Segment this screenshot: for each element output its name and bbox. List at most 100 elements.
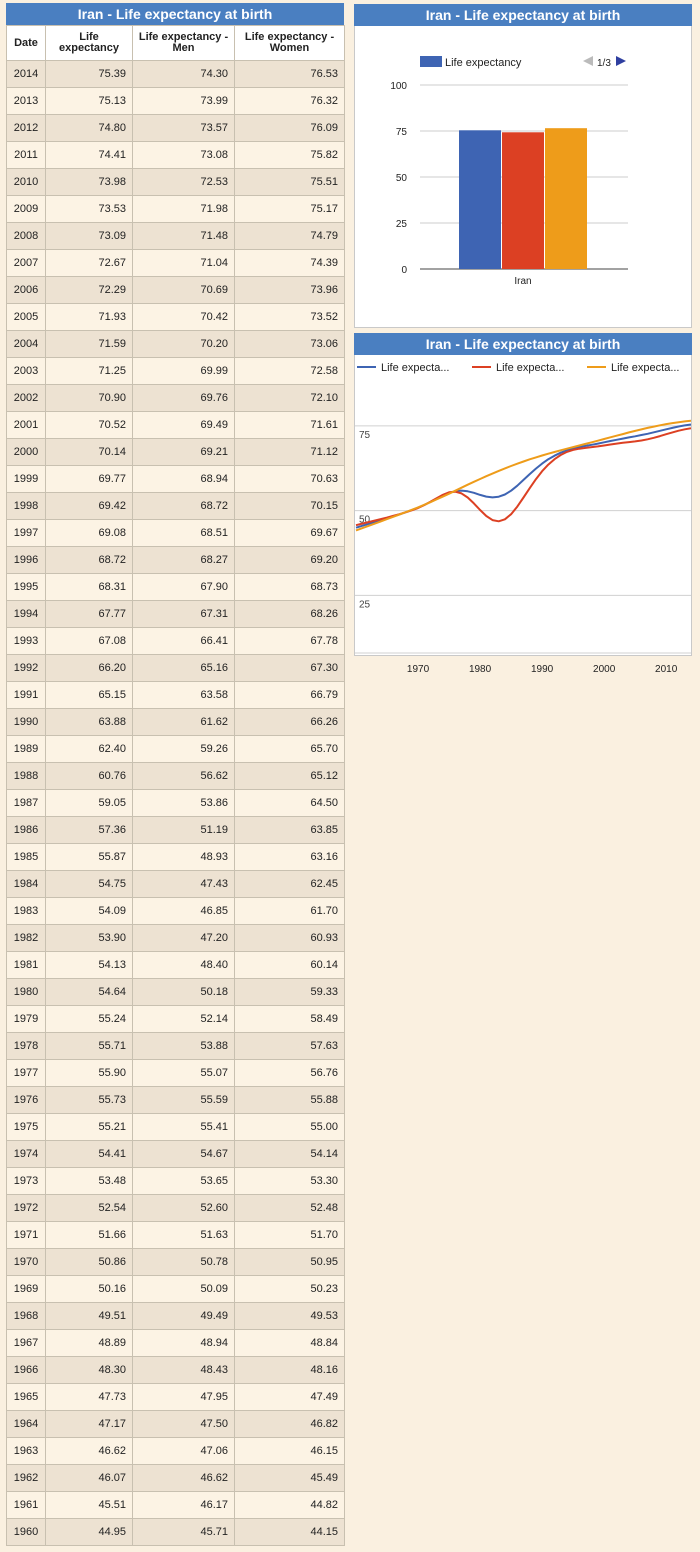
cell-date: 1964 [6,1410,46,1438]
table-row: 2013 75.13 73.99 76.32 [6,87,345,115]
cell-life-expectancy-women: 76.32 [234,87,345,115]
cell-life-expectancy-men: 47.43 [132,870,235,898]
cell-date: 1963 [6,1437,46,1465]
cell-life-expectancy-women: 53.30 [234,1167,345,1195]
cell-life-expectancy: 50.16 [45,1275,133,1303]
cell-date: 1993 [6,627,46,655]
table-row: 1969 50.16 50.09 50.23 [6,1275,345,1303]
cell-date: 2003 [6,357,46,385]
cell-life-expectancy-women: 75.17 [234,195,345,223]
cell-life-expectancy-men: 48.43 [132,1356,235,1384]
cell-life-expectancy-men: 47.06 [132,1437,235,1465]
column-header-life-expectancy[interactable]: Life expectancy [45,25,133,61]
table-row: 2003 71.25 69.99 72.58 [6,357,345,385]
table-row: 2006 72.29 70.69 73.96 [6,276,345,304]
cell-life-expectancy-women: 64.50 [234,789,345,817]
cell-life-expectancy: 57.36 [45,816,133,844]
cell-life-expectancy: 54.09 [45,897,133,925]
cell-date: 1971 [6,1221,46,1249]
cell-life-expectancy-men: 50.09 [132,1275,235,1303]
cell-date: 1986 [6,816,46,844]
bar[interactable] [459,130,501,269]
cell-life-expectancy-men: 46.17 [132,1491,235,1519]
legend-prev-page-icon[interactable] [583,56,593,66]
cell-life-expectancy-women: 50.95 [234,1248,345,1276]
cell-date: 1989 [6,735,46,763]
table-row: 1962 46.07 46.62 45.49 [6,1464,345,1492]
cell-life-expectancy-women: 50.23 [234,1275,345,1303]
cell-date: 1992 [6,654,46,682]
life-expectancy-table-panel: Iran - Life expectancy at birth Date Lif… [6,3,345,1546]
cell-life-expectancy-women: 70.15 [234,492,345,520]
line-chart: Life expecta... Life expecta... Life expec… [355,362,692,675]
cell-date: 2002 [6,384,46,412]
cell-life-expectancy: 75.13 [45,87,133,115]
cell-life-expectancy-men: 50.78 [132,1248,235,1276]
cell-life-expectancy-women: 70.63 [234,465,345,493]
cell-date: 2007 [6,249,46,277]
cell-date: 2014 [6,60,46,88]
table-row: 1972 52.54 52.60 52.48 [6,1194,345,1222]
cell-life-expectancy-men: 73.57 [132,114,235,142]
table-row: 1966 48.30 48.43 48.16 [6,1356,345,1384]
bar-y-tick-label: 25 [396,219,408,230]
cell-life-expectancy: 66.20 [45,654,133,682]
cell-date: 2009 [6,195,46,223]
cell-date: 1982 [6,924,46,952]
cell-life-expectancy-men: 50.18 [132,978,235,1006]
cell-life-expectancy-women: 68.73 [234,573,345,601]
cell-life-expectancy: 63.88 [45,708,133,736]
column-header-life-expectancy-men[interactable]: Life expectancy - Men [132,25,235,61]
table-row: 1977 55.90 55.07 56.76 [6,1059,345,1087]
cell-life-expectancy: 60.76 [45,762,133,790]
cell-date: 1983 [6,897,46,925]
cell-life-expectancy-men: 68.94 [132,465,235,493]
cell-life-expectancy-men: 52.60 [132,1194,235,1222]
cell-life-expectancy-men: 69.49 [132,411,235,439]
cell-date: 1967 [6,1329,46,1357]
cell-date: 1981 [6,951,46,979]
cell-life-expectancy-men: 55.59 [132,1086,235,1114]
cell-life-expectancy-women: 56.76 [234,1059,345,1087]
cell-life-expectancy: 47.17 [45,1410,133,1438]
table-header-row: Date Life expectancy Life expectancy - M… [6,25,345,61]
cell-life-expectancy: 47.73 [45,1383,133,1411]
cell-life-expectancy-women: 65.12 [234,762,345,790]
cell-date: 1980 [6,978,46,1006]
cell-life-expectancy-women: 44.82 [234,1491,345,1519]
table-row: 1978 55.71 53.88 57.63 [6,1032,345,1060]
cell-life-expectancy-men: 46.62 [132,1464,235,1492]
table-row: 1999 69.77 68.94 70.63 [6,465,345,493]
line-x-tick-label: 1990 [531,664,554,675]
table-row: 1965 47.73 47.95 47.49 [6,1383,345,1411]
cell-life-expectancy-women: 67.78 [234,627,345,655]
cell-date: 1968 [6,1302,46,1330]
cell-life-expectancy-men: 61.62 [132,708,235,736]
table-row: 1995 68.31 67.90 68.73 [6,573,345,601]
cell-life-expectancy-women: 55.88 [234,1086,345,1114]
bar[interactable] [545,128,587,269]
cell-life-expectancy-women: 55.00 [234,1113,345,1141]
table-row: 1971 51.66 51.63 51.70 [6,1221,345,1249]
column-header-life-expectancy-women[interactable]: Life expectancy - Women [234,25,345,61]
table-row: 1994 67.77 67.31 68.26 [6,600,345,628]
bar-chart-category-label: Iran [514,276,531,287]
cell-life-expectancy: 71.93 [45,303,133,331]
cell-life-expectancy-men: 56.62 [132,762,235,790]
bar[interactable] [502,132,544,269]
bar-chart: Life expectancy 1/3 0 25 50 75 100 Iran [390,56,628,287]
cell-life-expectancy-women: 45.49 [234,1464,345,1492]
cell-life-expectancy: 69.77 [45,465,133,493]
table-row: 1989 62.40 59.26 65.70 [6,735,345,763]
line-series-path[interactable] [355,419,692,532]
cell-life-expectancy: 71.25 [45,357,133,385]
cell-date: 1985 [6,843,46,871]
table-row: 1967 48.89 48.94 48.84 [6,1329,345,1357]
cell-life-expectancy: 55.87 [45,843,133,871]
column-header-date[interactable]: Date [6,25,46,61]
bar-y-tick-label: 0 [401,265,407,276]
legend-next-page-icon[interactable] [616,56,626,66]
cell-life-expectancy-men: 69.99 [132,357,235,385]
table-row: 2009 73.53 71.98 75.17 [6,195,345,223]
table-row: 2012 74.80 73.57 76.09 [6,114,345,142]
